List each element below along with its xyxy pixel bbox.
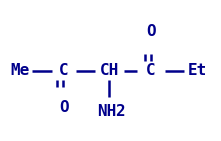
Text: Et: Et [188,63,208,78]
Text: Me: Me [10,63,30,78]
Text: CH: CH [100,63,119,78]
Text: O: O [59,100,68,115]
Text: C: C [146,63,156,78]
Text: 2: 2 [115,104,124,119]
Text: O: O [146,24,156,39]
Text: NH: NH [97,104,116,119]
Text: C: C [59,63,68,78]
